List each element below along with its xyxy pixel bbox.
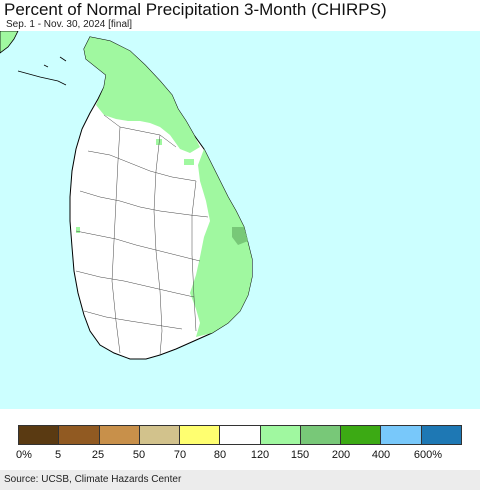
legend-label: 400 xyxy=(371,449,391,461)
footer-bar xyxy=(0,470,480,490)
legend-swatch xyxy=(139,426,181,444)
legend-swatch xyxy=(99,426,140,444)
legend-label: 120 xyxy=(250,449,270,461)
legend-swatch xyxy=(220,426,261,444)
wet-region-east xyxy=(190,149,252,337)
map-subtitle: Sep. 1 - Nov. 30, 2024 [final] xyxy=(6,19,133,30)
legend-label: 50 xyxy=(132,449,146,461)
adams-bridge xyxy=(17,56,67,86)
legend-label: 70 xyxy=(173,449,187,461)
india-coast xyxy=(0,31,19,54)
legend-swatch xyxy=(180,426,221,444)
district-boundaries xyxy=(75,114,209,356)
wet-cell xyxy=(184,159,194,165)
legend-swatch xyxy=(19,426,60,444)
precipitation-map xyxy=(0,31,480,409)
legend-swatch xyxy=(59,426,100,444)
legend-swatch xyxy=(300,426,342,444)
legend-label: 0% xyxy=(16,449,32,461)
legend-label: 150 xyxy=(290,449,310,461)
legend-swatch xyxy=(341,426,382,444)
wet-region-north xyxy=(84,37,200,153)
very-wet-patch xyxy=(232,227,248,245)
legend-label: 25 xyxy=(91,449,105,461)
legend-label: 200 xyxy=(331,449,351,461)
legend-swatch xyxy=(421,426,461,444)
wet-cell xyxy=(76,227,80,233)
legend-label: 5 xyxy=(54,449,62,461)
legend-label: 600% xyxy=(413,449,443,461)
legend-swatch xyxy=(381,426,422,444)
map-title: Percent of Normal Precipitation 3-Month … xyxy=(4,0,387,19)
legend-swatch xyxy=(260,426,301,444)
legend-label: 80 xyxy=(213,449,227,461)
legend-bar xyxy=(18,425,462,445)
source-credit: Source: UCSB, Climate Hazards Center xyxy=(4,474,182,485)
